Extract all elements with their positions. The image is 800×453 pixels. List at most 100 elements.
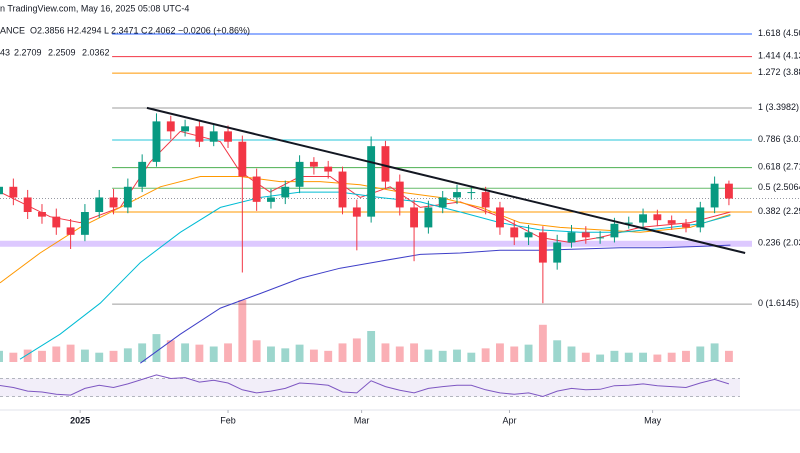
candle-body [209,131,218,142]
ohlc-value: 2.3856 [37,25,65,35]
source-line: n TradingView.com, May 16, 2025 05:08 UT… [0,3,189,13]
candle-body [724,183,733,199]
candle-body [481,192,490,208]
candle-body [267,197,275,202]
rsi-line [0,374,730,398]
candle-body [123,186,132,208]
symbol: ANCE [0,25,25,35]
volume-bar [510,346,519,362]
ohlc-label: O [30,25,37,35]
volume-bar [538,324,547,362]
candle-body [453,192,461,198]
volume-bar [309,349,318,362]
ma-value: 2.2509 [48,47,76,57]
fib-label: 0.5 (2.5064 [758,182,800,192]
candle-body [181,126,190,132]
volume-bar [109,350,118,362]
candle-body [352,207,361,217]
ohlc-value: 2.3471 [111,25,139,35]
candle-body [38,212,46,217]
time-axis: 2025 Feb Mar Apr May [0,409,800,425]
volume-bar [524,344,533,362]
candle-body [710,183,719,208]
fib-zone [0,240,752,247]
rsi-pane [0,374,740,398]
volume-bar [567,346,576,362]
volume-bar [553,340,562,362]
fib-label-bg [752,28,800,41]
ma-value: 2.2709 [14,47,42,57]
x-tick-label: May [644,415,662,425]
fib-layer: 1.618 (4.50 1.414 (4.13 1.272 (3.88 1 (3.39… [0,28,800,311]
candle-body [596,237,605,239]
volume-bar [66,344,75,362]
volume-bar [624,352,633,362]
volume-bar [410,343,419,362]
candle-body [410,207,419,228]
fib-label: 0.236 (2.03 [758,238,800,248]
candle-body [696,207,705,228]
x-tick-label: Feb [220,415,236,425]
candle-body [338,171,347,208]
ohlc-value: 2.4294 [74,25,102,35]
x-tick-label: 2025 [70,415,90,425]
candle-body [95,197,104,213]
volume-bar [682,350,690,362]
candle-body [682,223,690,228]
fib-label-bg [752,133,800,146]
candle-body [639,214,647,223]
volume-bar [481,348,490,362]
candle-body [381,146,390,182]
candle-body [224,131,232,142]
candle-body [395,181,404,208]
candle-body [467,192,476,194]
candle-body [166,121,175,132]
volume-bar [710,343,719,362]
trendline [146,106,746,254]
ma-line [0,176,731,284]
ohlc-value: 2.4062 [148,25,176,35]
candle-body [367,146,376,217]
candle-body [66,227,75,235]
candles [0,106,746,304]
volume-bar [581,352,590,362]
volume-bar [381,343,390,362]
x-tick-label: Mar [354,415,370,425]
candle-body [553,242,562,263]
fib-label: 0.618 (2.71 [758,162,800,172]
candle-body [324,166,333,172]
fib-label: 1 (3.3982) [758,102,799,112]
volume-bar [181,343,190,362]
ohlc-label: H [67,25,74,35]
candle-body [424,207,433,228]
volume-bar [52,346,61,362]
volume-bar [424,349,433,362]
candle-body [23,197,32,213]
candle-body [438,197,447,208]
volume-bar [324,350,333,362]
candle-body [281,186,290,198]
fib-label-bg [752,102,800,115]
volume-bar [9,352,18,362]
volume-bar [0,350,3,362]
volume-bar [467,352,476,362]
volume-bar [252,340,261,362]
volume-bar [166,340,175,362]
volume-bar [453,349,461,362]
volume-bar [152,334,161,362]
fib-label: 1.272 (3.88 [758,67,800,77]
candle-body [567,232,576,243]
volume-bar [224,343,232,362]
volume-bar [367,331,376,362]
fib-label-bg [752,161,800,174]
change: −0.0206 (+0.86%) [178,25,250,35]
candle-body [295,161,304,187]
ohlc-label: L [104,25,109,35]
volume-bar [696,346,705,362]
volume-bar [596,354,605,362]
volume-bar [209,346,218,362]
candle-body [195,126,204,142]
volume-bar [195,344,204,362]
volume-bar [23,349,32,362]
